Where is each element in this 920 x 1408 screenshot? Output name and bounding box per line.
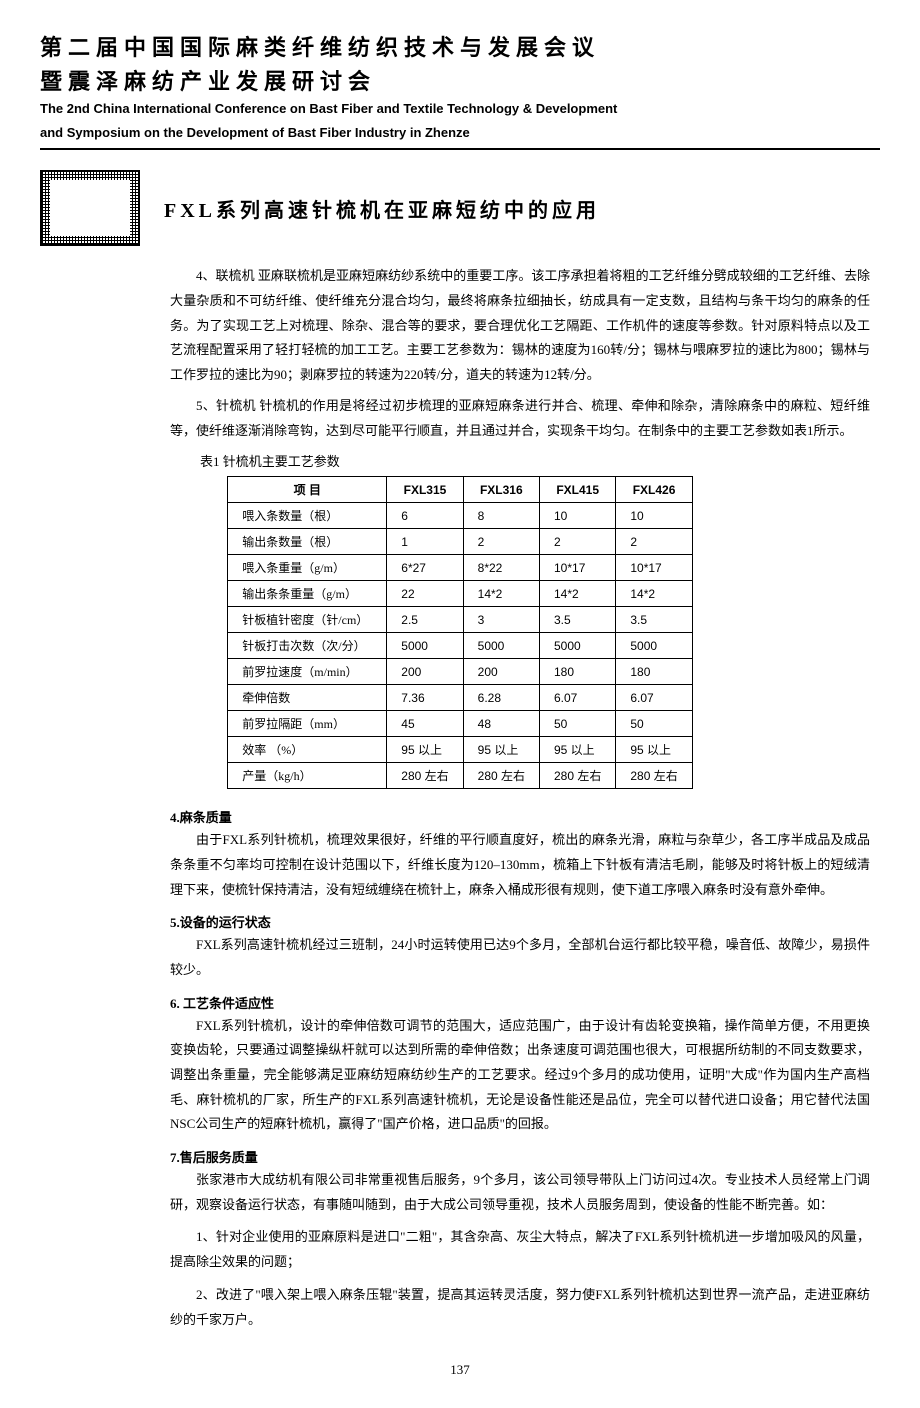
section-7-body-2: 1、针对企业使用的亚麻原料是进口"二粗"，其含杂高、灰尘大特点，解决了FXL系列…	[170, 1225, 870, 1274]
section-6-heading: 6. 工艺条件适应性	[170, 993, 880, 1012]
table-cell: 3.5	[616, 607, 692, 633]
table-cell: 5000	[616, 633, 692, 659]
table-cell: 200	[387, 659, 463, 685]
table-cell: 10*17	[616, 555, 692, 581]
col-header: FXL415	[540, 477, 616, 503]
table-cell: 200	[463, 659, 539, 685]
table-cell: 2	[616, 529, 692, 555]
table-cell: 6	[387, 503, 463, 529]
table-cell: 10*17	[540, 555, 616, 581]
table-cell: 针板植针密度（针/cm）	[228, 607, 387, 633]
table-cell: 6.28	[463, 685, 539, 711]
table-cell: 喂入条重量（g/m）	[228, 555, 387, 581]
table-cell: 5000	[463, 633, 539, 659]
header-en-line2: and Symposium on the Development of Bast…	[40, 124, 880, 142]
table-cell: 5000	[540, 633, 616, 659]
table-cell: 10	[616, 503, 692, 529]
table-cell: 输出条条重量（g/m）	[228, 581, 387, 607]
section-5-body: FXL系列高速针梳机经过三班制，24小时运转使用已达9个多月，全部机台运行都比较…	[170, 933, 870, 982]
header-cn-line1: 第二届中国国际麻类纤维纺织技术与发展会议	[40, 30, 880, 62]
table-cell: 14*2	[540, 581, 616, 607]
table-cell: 3.5	[540, 607, 616, 633]
article-title: FXL系列高速针梳机在亚麻短纺中的应用	[164, 194, 600, 223]
table-cell: 50	[540, 711, 616, 737]
paragraph-5: 5、针梳机 针梳机的作用是将经过初步梳理的亚麻短麻条进行并合、梳理、牵伸和除杂，…	[170, 394, 870, 443]
table-cell: 前罗拉隔距（mm）	[228, 711, 387, 737]
table-cell: 2.5	[387, 607, 463, 633]
section-7-body-1: 张家港市大成纺机有限公司非常重视售后服务，9个多月，该公司领导带队上门访问过4次…	[170, 1168, 870, 1217]
col-header: FXL316	[463, 477, 539, 503]
title-row: FXL系列高速针梳机在亚麻短纺中的应用	[40, 170, 880, 246]
table-cell: 280 左右	[616, 763, 692, 789]
table-cell: 45	[387, 711, 463, 737]
table-row: 针板打击次数（次/分）5000500050005000	[228, 633, 692, 659]
section-4-heading: 4.麻条质量	[170, 807, 880, 826]
table-cell: 22	[387, 581, 463, 607]
table-cell: 6.07	[540, 685, 616, 711]
table-cell: 6*27	[387, 555, 463, 581]
parameters-table: 项 目 FXL315 FXL316 FXL415 FXL426 喂入条数量（根）…	[227, 476, 692, 789]
table-cell: 5000	[387, 633, 463, 659]
section-6-body: FXL系列针梳机，设计的牵伸倍数可调节的范围大，适应范围广，由于设计有齿轮变换箱…	[170, 1014, 870, 1137]
table-cell: 95 以上	[540, 737, 616, 763]
table-row: 前罗拉速度（m/min）200200180180	[228, 659, 692, 685]
col-header: FXL315	[387, 477, 463, 503]
table-cell: 输出条数量（根）	[228, 529, 387, 555]
table-cell: 前罗拉速度（m/min）	[228, 659, 387, 685]
table-cell: 产量（kg/h）	[228, 763, 387, 789]
table-caption: 表1 针梳机主要工艺参数	[200, 451, 880, 470]
table-cell: 10	[540, 503, 616, 529]
table-cell: 180	[616, 659, 692, 685]
table-cell: 8	[463, 503, 539, 529]
section-7-heading: 7.售后服务质量	[170, 1147, 880, 1166]
table-cell: 7.36	[387, 685, 463, 711]
table-row: 牵伸倍数7.366.286.076.07	[228, 685, 692, 711]
table-row: 输出条条重量（g/m）2214*214*214*2	[228, 581, 692, 607]
col-header: FXL426	[616, 477, 692, 503]
table-row: 输出条数量（根）1222	[228, 529, 692, 555]
section-4-body: 由于FXL系列针梳机，梳理效果很好，纤维的平行顺直度好，梳出的麻条光滑，麻粒与杂…	[170, 828, 870, 902]
table-cell: 针板打击次数（次/分）	[228, 633, 387, 659]
table-cell: 6.07	[616, 685, 692, 711]
section-7-body-3: 2、改进了"喂入架上喂入麻条压辊"装置，提高其运转灵活度，努力使FXL系列针梳机…	[170, 1283, 870, 1332]
page-number: 137	[40, 1362, 880, 1378]
table-cell: 2	[540, 529, 616, 555]
table-cell: 效率 （%）	[228, 737, 387, 763]
table-cell: 95 以上	[616, 737, 692, 763]
table-cell: 50	[616, 711, 692, 737]
title-ornament-icon	[40, 170, 140, 246]
table-cell: 牵伸倍数	[228, 685, 387, 711]
table-cell: 180	[540, 659, 616, 685]
table-cell: 1	[387, 529, 463, 555]
table-cell: 2	[463, 529, 539, 555]
paragraph-4: 4、联梳机 亚麻联梳机是亚麻短麻纺纱系统中的重要工序。该工序承担着将粗的工艺纤维…	[170, 264, 870, 387]
header-cn-line2: 暨震泽麻纺产业发展研讨会	[40, 64, 880, 96]
table-header-row: 项 目 FXL315 FXL316 FXL415 FXL426	[228, 477, 692, 503]
table-row: 喂入条数量（根）681010	[228, 503, 692, 529]
table-cell: 280 左右	[463, 763, 539, 789]
table-cell: 14*2	[616, 581, 692, 607]
table-row: 喂入条重量（g/m）6*278*2210*1710*17	[228, 555, 692, 581]
table-cell: 8*22	[463, 555, 539, 581]
section-5-heading: 5.设备的运行状态	[170, 912, 880, 931]
table-cell: 48	[463, 711, 539, 737]
col-header: 项 目	[228, 477, 387, 503]
table-cell: 喂入条数量（根）	[228, 503, 387, 529]
table-cell: 95 以上	[463, 737, 539, 763]
header-en-line1: The 2nd China International Conference o…	[40, 100, 880, 118]
table-cell: 3	[463, 607, 539, 633]
table-cell: 14*2	[463, 581, 539, 607]
header-divider	[40, 148, 880, 150]
table-cell: 280 左右	[387, 763, 463, 789]
table-row: 效率 （%）95 以上95 以上95 以上95 以上	[228, 737, 692, 763]
table-cell: 95 以上	[387, 737, 463, 763]
table-row: 针板植针密度（针/cm）2.533.53.5	[228, 607, 692, 633]
table-row: 产量（kg/h）280 左右280 左右280 左右280 左右	[228, 763, 692, 789]
table-cell: 280 左右	[540, 763, 616, 789]
table-row: 前罗拉隔距（mm）45485050	[228, 711, 692, 737]
